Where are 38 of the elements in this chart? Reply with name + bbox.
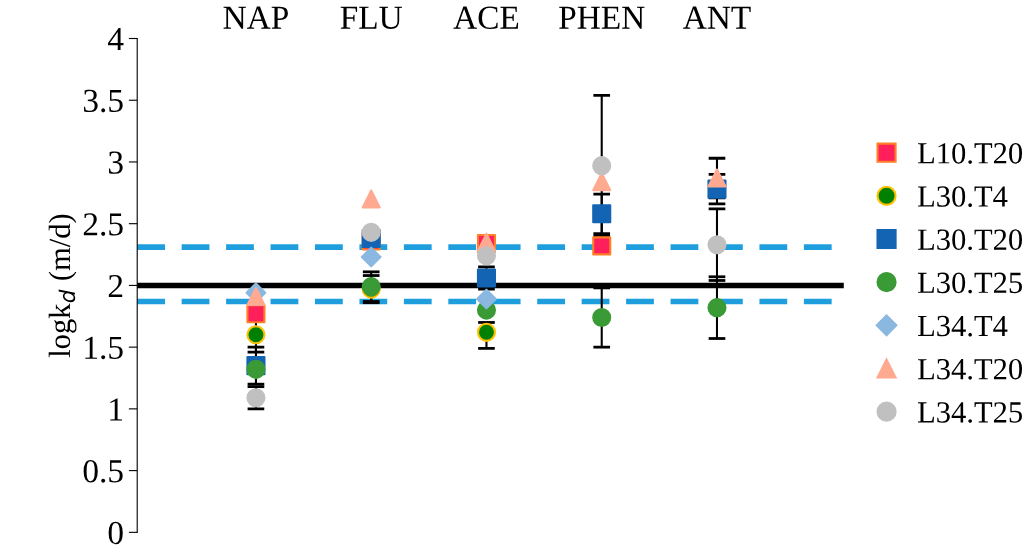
legend-label: L34.T20 (917, 358, 1023, 380)
legend-label: L34.T4 (917, 315, 1008, 337)
point (592, 156, 612, 176)
x-tick-label: ACE (453, 6, 519, 29)
x-tick-label: PHEN (559, 6, 645, 29)
y-tick-label: 3 (108, 151, 123, 174)
point (707, 235, 727, 255)
point (476, 288, 497, 310)
y-tick-label: 4 (108, 28, 124, 51)
x-tick-label: ANT (683, 6, 751, 29)
legend-label: L30.T4 (917, 186, 1008, 207)
y-tick-label: 0.5 (83, 460, 123, 483)
y-tick-label: 3.5 (83, 89, 123, 113)
legend-label: L34.T25 (917, 402, 1022, 423)
legend-label: L10.T20 (917, 143, 1023, 164)
point (361, 189, 381, 209)
point (592, 172, 612, 192)
y-tick-label: 2 (108, 274, 123, 297)
y-tick-label: 0 (108, 521, 123, 545)
x-tick-label: FLU (340, 6, 402, 29)
point (476, 246, 497, 266)
point (707, 168, 727, 188)
y-tick-label: 2.5 (83, 213, 123, 236)
point (361, 222, 381, 242)
x-tick-label: NAP (223, 6, 288, 29)
point (246, 304, 266, 324)
point (592, 307, 612, 328)
point (246, 325, 266, 345)
legend-label: L30.T20 (917, 229, 1023, 251)
legend-label: L30.T25 (917, 272, 1022, 294)
y-tick-label: 1 (110, 398, 123, 421)
point (707, 298, 727, 318)
point (592, 236, 612, 256)
y-axis-title: logk$_{d}$ (m/d) (48, 214, 77, 358)
point (360, 246, 382, 268)
point (592, 204, 612, 224)
y-tick-label: 1.5 (85, 336, 123, 360)
point (476, 322, 497, 342)
